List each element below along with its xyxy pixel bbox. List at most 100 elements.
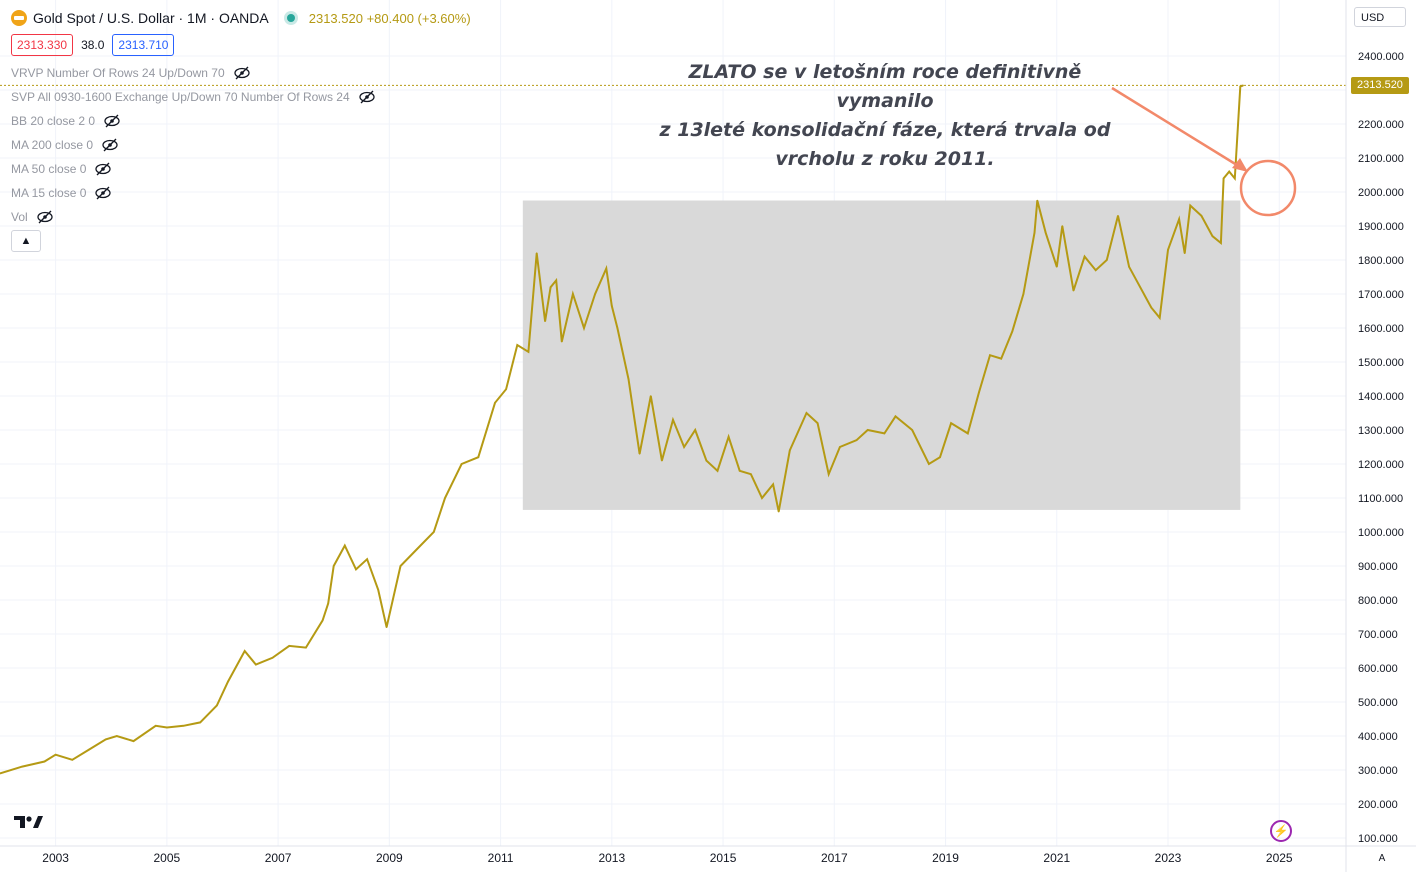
indicator-ma50[interactable]: MA 50 close 0 — [11, 162, 112, 176]
y-tick-label: 300.000 — [1358, 765, 1398, 777]
eye-hidden-icon[interactable] — [233, 66, 251, 80]
x-tick-label: 2015 — [710, 851, 737, 865]
bid-ask-panel: 2313.330 38.0 2313.710 — [11, 34, 175, 56]
annotation-line: z 13leté konsolidační fáze, která trvala… — [659, 119, 1111, 141]
buy-price-button[interactable]: 2313.710 — [112, 34, 175, 56]
price-point — [154, 725, 157, 727]
price-point — [694, 429, 697, 431]
price-point — [321, 619, 324, 622]
price-point — [116, 735, 118, 737]
price-point — [594, 293, 596, 295]
price-point — [1158, 317, 1161, 319]
price-point — [1106, 259, 1108, 261]
price-point — [1128, 266, 1130, 268]
price-point — [827, 473, 830, 476]
price-point — [199, 721, 202, 724]
y-tick-label: 2000.000 — [1358, 187, 1404, 199]
symbol-title[interactable]: Gold Spot / U.S. Dollar · 1M · OANDA — [33, 10, 269, 26]
price-point — [385, 626, 388, 628]
price-point — [544, 320, 546, 323]
y-tick-label: 500.000 — [1358, 697, 1398, 709]
price-point — [1022, 293, 1025, 295]
price-point — [227, 680, 229, 683]
price-point — [1239, 85, 1242, 88]
sell-price-button[interactable]: 2313.330 — [11, 34, 74, 56]
price-point — [750, 473, 752, 476]
y-tick-label: 200.000 — [1358, 799, 1398, 811]
price-point — [288, 645, 291, 647]
price-point — [88, 748, 90, 751]
lightning-icon[interactable]: ⚡ — [1270, 820, 1292, 842]
chart-annotation[interactable]: ZLATO se v letošním roce definitivně vym… — [640, 58, 1130, 174]
price-point — [399, 565, 402, 567]
indicator-bb[interactable]: BB 20 close 2 0 — [11, 114, 121, 128]
price-point — [716, 470, 719, 472]
price-point — [939, 456, 941, 459]
price-point — [638, 453, 641, 455]
x-tick-label: 2009 — [376, 851, 403, 865]
price-point — [1183, 252, 1186, 254]
eye-hidden-icon[interactable] — [103, 114, 121, 128]
y-tick-label: 1600.000 — [1358, 323, 1404, 335]
price-point — [132, 740, 135, 742]
price-point — [605, 267, 608, 270]
eye-hidden-icon[interactable] — [94, 162, 112, 176]
price-point — [772, 483, 774, 486]
price-point — [355, 568, 357, 571]
y-tick-label: 100.000 — [1358, 833, 1398, 845]
price-point — [433, 531, 435, 533]
x-tick-label: 2019 — [932, 851, 959, 865]
annotation-arrowhead — [1232, 158, 1248, 172]
consolidation-range-box — [522, 200, 1241, 510]
x-tick-label: 2025 — [1266, 851, 1293, 865]
indicator-ma15[interactable]: MA 15 close 0 — [11, 186, 112, 200]
price-point — [243, 650, 246, 652]
price-point — [1083, 255, 1086, 258]
auto-scale-button[interactable]: A — [1378, 853, 1386, 864]
x-tick-label: 2003 — [42, 851, 69, 865]
indicator-vol[interactable]: Vol — [11, 210, 54, 224]
eye-hidden-icon[interactable] — [358, 90, 376, 104]
price-point — [727, 436, 730, 438]
y-tick-label: 1700.000 — [1358, 289, 1404, 301]
currency-select[interactable]: USD — [1354, 7, 1406, 27]
y-tick-label: 1800.000 — [1358, 255, 1404, 267]
collapse-legend-button[interactable]: ▲ — [11, 230, 41, 252]
indicator-svp[interactable]: SVP All 0930-1600 Exchange Up/Down 70 Nu… — [11, 90, 376, 104]
x-tick-label: 2017 — [821, 851, 848, 865]
price-point — [182, 725, 185, 727]
y-tick-label: 400.000 — [1358, 731, 1398, 743]
tradingview-logo-icon[interactable] — [14, 814, 44, 830]
price-axis: 100.000 200.000 300.000 400.000 500.000 600.0… — [1358, 51, 1404, 845]
indicator-vrvp[interactable]: VRVP Number Of Rows 24 Up/Down 70 — [11, 66, 251, 80]
price-point — [883, 432, 886, 435]
annotation-line: ZLATO se v letošním roce definitivně vym… — [688, 61, 1082, 112]
x-tick-label: 2023 — [1155, 851, 1182, 865]
price-point — [805, 412, 808, 414]
price-point — [611, 305, 613, 307]
y-tick-label: 1000.000 — [1358, 527, 1404, 539]
price-point — [477, 456, 480, 459]
price-point — [761, 497, 763, 499]
price-point — [1117, 215, 1119, 217]
price-point — [54, 753, 57, 756]
price-point — [583, 327, 585, 329]
market-status-icon — [286, 14, 295, 22]
time-axis: 2003 2005 2007 2009 2011 2013 2015 2017 2019 2021… — [42, 851, 1293, 865]
eye-hidden-icon[interactable] — [36, 210, 54, 224]
indicator-ma200[interactable]: MA 200 close 0 — [11, 138, 119, 152]
y-tick-label: 1300.000 — [1358, 425, 1404, 437]
price-point — [661, 459, 663, 462]
price-point — [21, 765, 24, 768]
y-tick-label: 900.000 — [1358, 561, 1398, 573]
price-point — [928, 463, 930, 465]
price-point — [616, 327, 619, 329]
indicator-label: BB 20 close 2 0 — [11, 114, 96, 128]
price-point — [327, 602, 329, 605]
eye-hidden-icon[interactable] — [101, 138, 119, 152]
indicator-label: VRVP Number Of Rows 24 Up/Down 70 — [11, 66, 225, 80]
price-point — [1178, 218, 1180, 220]
price-point — [366, 558, 368, 560]
eye-hidden-icon[interactable] — [94, 186, 112, 200]
